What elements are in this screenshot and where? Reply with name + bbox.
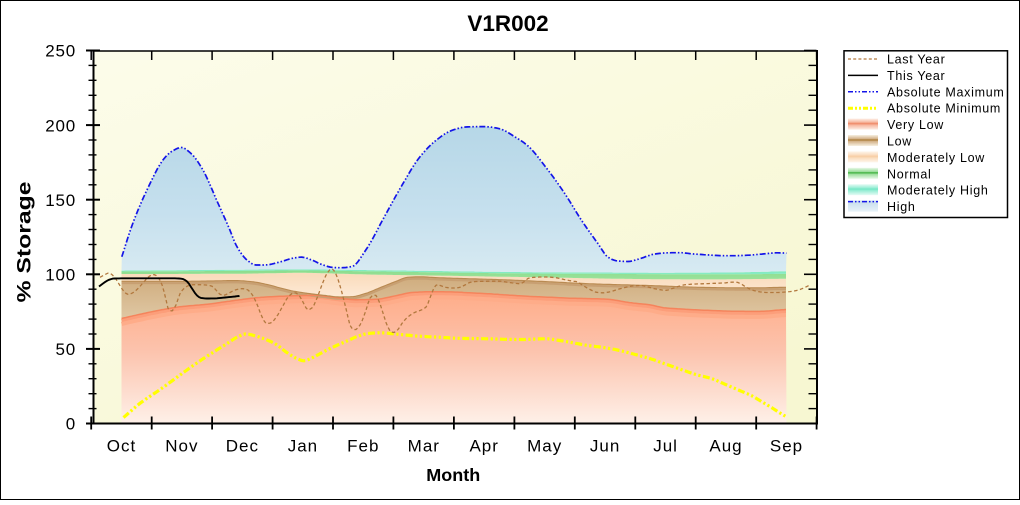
svg-text:High: High [887, 200, 916, 214]
svg-text:Normal: Normal [887, 167, 931, 181]
svg-text:Sep: Sep [770, 437, 803, 456]
svg-text:Moderately Low: Moderately Low [887, 151, 985, 165]
svg-text:Feb: Feb [347, 437, 379, 456]
svg-text:Very Low: Very Low [887, 118, 944, 132]
svg-text:Moderately High: Moderately High [887, 184, 989, 198]
svg-text:% Storage: % Storage [15, 182, 36, 303]
svg-text:Aug: Aug [709, 437, 742, 456]
svg-text:0: 0 [66, 415, 76, 434]
svg-text:50: 50 [55, 340, 76, 359]
svg-text:100: 100 [45, 266, 76, 285]
svg-text:Nov: Nov [165, 437, 198, 456]
svg-text:Absolute Minimum: Absolute Minimum [887, 102, 1001, 116]
svg-text:Jun: Jun [590, 437, 620, 456]
svg-text:200: 200 [45, 116, 76, 135]
svg-text:V1R002: V1R002 [467, 11, 548, 36]
svg-text:Low: Low [887, 135, 912, 149]
svg-text:Dec: Dec [226, 437, 259, 456]
svg-text:This Year: This Year [887, 69, 945, 83]
svg-text:Jul: Jul [653, 437, 678, 456]
svg-text:Month: Month [426, 465, 480, 485]
svg-text:Jan: Jan [288, 437, 318, 456]
svg-text:150: 150 [45, 191, 76, 210]
svg-text:Oct: Oct [107, 437, 136, 456]
svg-text:250: 250 [45, 42, 76, 61]
svg-text:Absolute Maximum: Absolute Maximum [887, 85, 1005, 99]
svg-text:May: May [527, 437, 562, 456]
svg-text:Last Year: Last Year [887, 53, 945, 67]
svg-text:Mar: Mar [408, 437, 440, 456]
svg-text:Apr: Apr [469, 437, 498, 456]
